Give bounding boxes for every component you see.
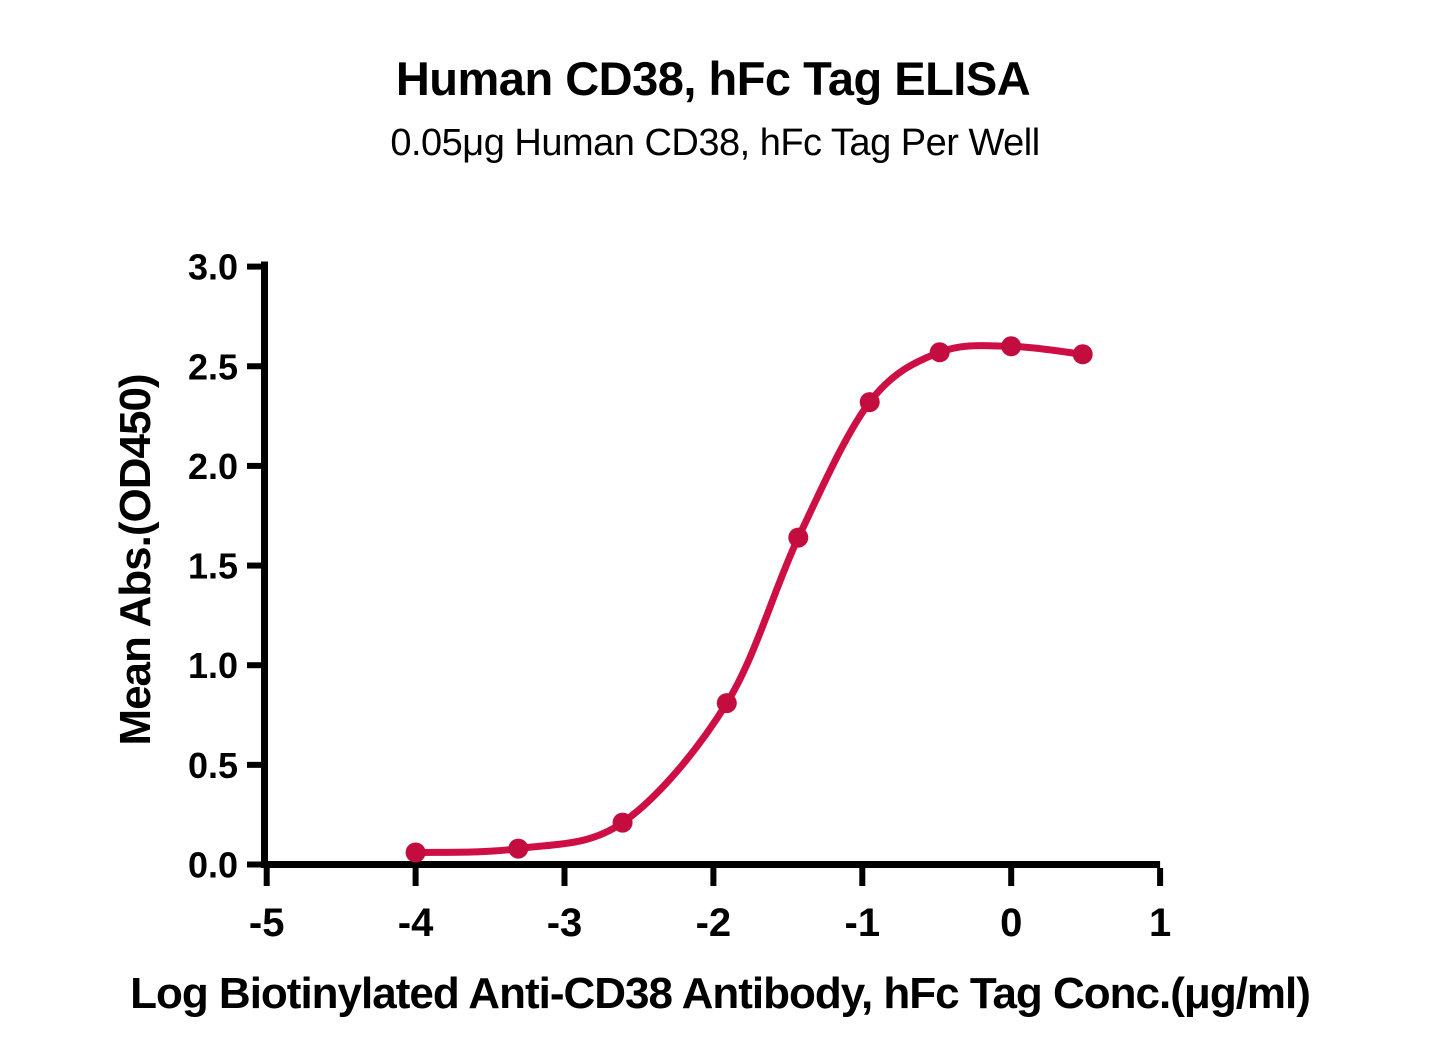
data-point [1072,344,1093,365]
x-axis-tick-label: -5 [249,901,285,945]
y-axis-tick-label: 1.5 [188,546,238,587]
data-point [405,842,426,863]
axis-spine [261,261,1161,868]
data-point [788,527,809,548]
x-axis-tick-label: -2 [696,901,732,945]
y-axis-tick-label: 2.5 [188,346,238,387]
data-point [612,812,633,833]
x-axis-tick-label: -3 [547,901,583,945]
data-point [716,693,737,714]
chart-subtitle: 0.05μg Human CD38, hFc Tag Per Well [390,122,1039,164]
axes: 0.0 0.5 1.0 1.5 2.0 2.5 3.0 -5 -4 -3 -2 -1 0 1 [188,247,1171,945]
y-axis-tick-label: 3.0 [188,247,238,288]
x-axis-tick-label: -1 [845,901,881,945]
data-series [405,336,1093,863]
data-point [1001,336,1022,357]
x-axis-tick-label: 1 [1149,901,1171,945]
y-axis-tick-label: 0.0 [188,845,238,886]
y-axis-tick-label: 0.5 [188,745,238,786]
data-point [929,342,950,363]
y-axis-tick-label: 1.0 [188,645,238,686]
chart-title: Human CD38, hFc Tag ELISA [396,52,1030,105]
x-axis-label: Log Biotinylated Anti-CD38 Antibody, hFc… [130,969,1310,1018]
fit-curve [412,342,1087,856]
y-axis-tick-label: 2.0 [188,446,238,487]
x-axis-tick-label: -4 [398,901,434,945]
x-axis-tick-label: 0 [1000,901,1022,945]
data-point [859,392,880,413]
y-axis-label: Mean Abs.(OD450) [111,374,160,745]
data-point [508,838,529,859]
